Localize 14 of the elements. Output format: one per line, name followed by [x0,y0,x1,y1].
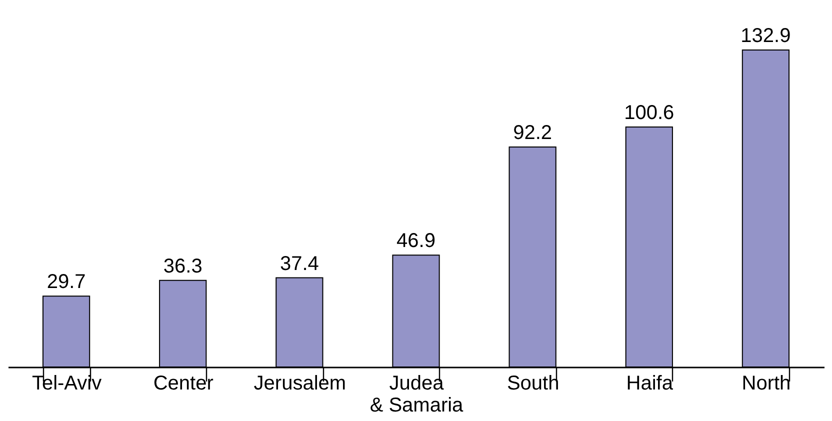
x-tick-label: Haifa [626,372,674,394]
data-label: 100.6 [624,102,674,124]
x-tick-label: Judea & Samaria [370,372,464,416]
x-tick-label: Jerusalem [254,372,346,394]
x-tick-label: South [506,372,560,394]
data-label: 37.4 [280,252,319,275]
data-label: 29.7 [46,271,86,294]
data-label: 132.9 [740,24,791,47]
data-label: 36.3 [163,255,202,278]
data-label: 46.9 [396,230,436,252]
data-label: 92.2 [513,122,552,144]
x-tick-label: Center [153,372,214,394]
x-tick-label: Tel-Aviv [32,372,102,394]
x-tick-label: North [742,372,791,394]
